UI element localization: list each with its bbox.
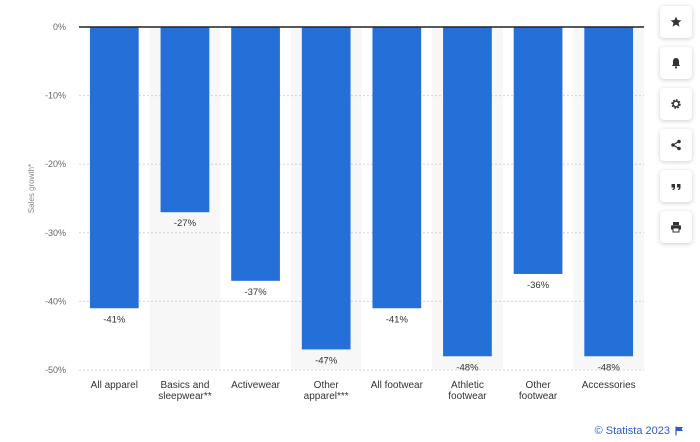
category-label-line: All apparel [91, 380, 138, 391]
category-label: All apparel [91, 380, 138, 391]
chart-toolbar [660, 6, 694, 252]
category-label-line: Other [526, 380, 552, 391]
quote-icon [671, 184, 681, 190]
bar[interactable] [513, 27, 563, 274]
footer[interactable]: © Statista 2023 [595, 425, 684, 437]
bar[interactable] [89, 27, 139, 309]
y-axis-label: Sales growth* [27, 164, 36, 213]
category-label-line: sleepwear** [158, 391, 211, 402]
category-label-line: footwear [519, 391, 558, 402]
data-label: -48% [456, 362, 479, 373]
cite-button[interactable] [660, 170, 692, 202]
settings-button[interactable] [660, 88, 692, 120]
category-label-line: All footwear [371, 380, 424, 391]
category-label-line: Athletic [451, 380, 484, 391]
category-label: Accessories [582, 380, 636, 391]
print-icon [671, 222, 681, 233]
notification-button[interactable] [660, 47, 692, 79]
category-label: Other apparel*** [304, 380, 349, 402]
bar[interactable] [584, 27, 634, 357]
data-label: -41% [103, 314, 126, 325]
data-label-layer: -41% -27% -37% -47% -41% -48% -36% -48% [103, 218, 620, 373]
bar[interactable] [372, 27, 422, 309]
bar[interactable] [160, 27, 210, 213]
data-label: -27% [174, 218, 197, 229]
bar-layer [89, 27, 634, 357]
y-tick-label: -30% [45, 228, 66, 238]
data-label: -48% [598, 362, 621, 373]
data-label: -36% [527, 280, 550, 291]
bar[interactable] [301, 27, 351, 350]
print-button[interactable] [660, 211, 692, 243]
category-label: Other footwear [519, 380, 558, 402]
category-label-line: apparel*** [304, 391, 349, 402]
favorite-button[interactable] [660, 6, 692, 38]
category-label-line: Basics and [160, 380, 209, 391]
y-tick-label: -10% [45, 91, 66, 101]
category-label-line: Activewear [231, 380, 281, 391]
category-label-line: footwear [448, 391, 487, 402]
category-label: Activewear [231, 380, 281, 391]
y-tick-layer: 0% -10% -20% -30% -40% -50% [45, 22, 66, 375]
copyright-text[interactable]: © Statista 2023 [594, 425, 670, 437]
data-label: -41% [386, 314, 409, 325]
y-tick-label: -20% [45, 159, 66, 169]
y-tick-label: -40% [45, 296, 66, 306]
category-label: Athletic footwear [448, 380, 487, 402]
bar[interactable] [443, 27, 492, 357]
flag-icon[interactable] [675, 426, 684, 436]
data-label: -37% [244, 287, 267, 298]
category-label-line: Accessories [582, 380, 636, 391]
share-icon [671, 139, 681, 151]
bell-icon [671, 58, 681, 69]
category-label-layer: All apparel Basics and sleepwear** Activewe… [91, 380, 636, 402]
data-label: -47% [315, 355, 338, 366]
bar[interactable] [231, 27, 280, 281]
gear-icon [671, 99, 681, 109]
category-label: Basics and sleepwear** [158, 380, 211, 402]
y-tick-label: -50% [45, 365, 66, 375]
bar-chart: -41% -27% -37% -47% -41% -48% -36% -48% 0% -10% -… [27, 22, 644, 402]
category-label: All footwear [371, 380, 424, 391]
share-button[interactable] [660, 129, 692, 161]
category-label-line: Other [314, 380, 340, 391]
star-icon [670, 16, 682, 27]
y-tick-label: 0% [53, 22, 66, 32]
